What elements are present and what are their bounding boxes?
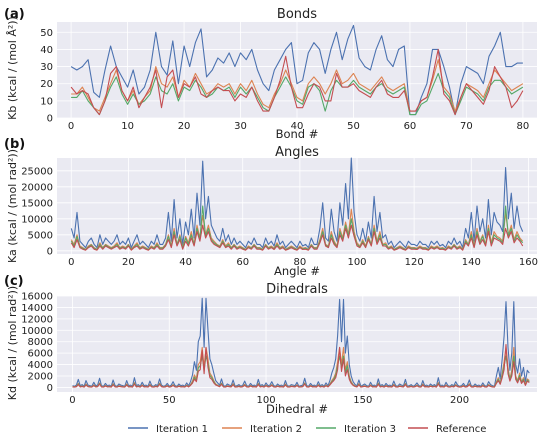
panel-angles: 0 20 40 60 80 100 120 140 160 0 5000 10000 15000 2000…	[4, 137, 538, 278]
y-tick-label: 10000	[21, 214, 53, 225]
x-tick-label: 140	[462, 257, 481, 268]
legend-label-iteration-3: Iteration 3	[344, 424, 396, 435]
x-tick-label: 10	[121, 121, 134, 132]
chart-title-angles: Angles	[275, 145, 319, 160]
x-tick-label: 0	[68, 121, 74, 132]
x-tick-label: 0	[68, 257, 74, 268]
y-tick-label: 0	[47, 383, 53, 394]
y-tick-label: 14000	[21, 303, 53, 314]
series-line-reference-angles	[70, 224, 524, 251]
x-tick-label: 80	[293, 257, 306, 268]
legend-label-iteration-2: Iteration 2	[250, 424, 302, 435]
x-tick-label: 100	[256, 395, 275, 406]
x-tick-label: 40	[179, 257, 192, 268]
chart-title-bonds: Bonds	[277, 7, 317, 22]
series-line-iteration-1-dihedrals	[72, 297, 530, 387]
x-tick-label: 40	[291, 121, 304, 132]
x-tick-label: 70	[460, 121, 473, 132]
plot-area-dihedrals	[57, 296, 537, 392]
y-tick-label: 20000	[21, 182, 53, 193]
y-axis-label-bonds: Kb (kcal / (mol Å²))	[6, 16, 19, 120]
legend-label-iteration-1: Iteration 1	[156, 424, 208, 435]
y-tick-label: 50	[40, 28, 53, 39]
panel-bonds: 0 10 20 30 40 50 60 70 80 0 10 20 30 40 50 (a) Bonds B…	[4, 7, 537, 141]
x-tick-label: 160	[519, 257, 538, 268]
y-tick-label: 30	[40, 62, 53, 73]
y-tick-label: 0	[47, 246, 53, 257]
panel-label-b: (b)	[4, 137, 25, 152]
x-tick-label: 0	[69, 395, 75, 406]
x-tick-label: 60	[404, 121, 417, 132]
series-line-iteration-3-bonds	[71, 72, 524, 116]
legend-item-reference: Reference	[408, 424, 486, 435]
x-tick-label: 100	[347, 257, 366, 268]
x-tick-label: 60	[236, 257, 249, 268]
x-tick-label: 30	[234, 121, 247, 132]
y-tick-label: 0	[47, 114, 53, 125]
y-tick-label: 5000	[28, 230, 53, 241]
panel-label-c: (c)	[4, 274, 24, 289]
x-tick-label: 50	[347, 121, 360, 132]
x-axis-label-dihedrals: Dihedral #	[266, 402, 328, 416]
series-line-iteration-2-bonds	[71, 59, 524, 112]
x-tick-label: 20	[122, 257, 135, 268]
series-line-iteration-1-angles	[70, 157, 524, 249]
legend-item-iteration-2: Iteration 2	[222, 424, 302, 435]
x-tick-label: 200	[450, 395, 469, 406]
legend-item-iteration-1: Iteration 1	[128, 424, 208, 435]
x-tick-label: 50	[163, 395, 176, 406]
x-axis-label-bonds: Bond #	[276, 127, 319, 141]
series-line-reference-bonds	[70, 48, 524, 116]
y-tick-label: 12000	[21, 314, 53, 325]
panel-dihedrals: 0 50 100 150 2000200040006000800010000120001…	[4, 274, 537, 416]
y-tick-label: 6000	[28, 349, 53, 360]
y-tick-label: 10000	[21, 326, 53, 337]
plot-area-angles	[57, 158, 537, 254]
x-tick-label: 150	[353, 395, 372, 406]
y-tick-label: 15000	[21, 198, 53, 209]
y-tick-label: 2000	[28, 372, 53, 383]
series-line-reference-dihedrals	[72, 344, 530, 388]
y-tick-label: 4000	[28, 360, 53, 371]
y-tick-label: 25000	[21, 166, 53, 177]
x-tick-label: 80	[517, 121, 530, 132]
y-tick-label: 20	[40, 79, 53, 90]
y-tick-label: 16000	[21, 292, 53, 303]
panel-label-a: (a)	[4, 7, 25, 22]
y-axis-label-dihedrals: Kd (kcal / (mol rad²))	[6, 286, 19, 400]
x-axis-label-angles: Angle #	[274, 264, 320, 278]
y-tick-label: 8000	[28, 337, 53, 348]
x-tick-label: 120	[405, 257, 424, 268]
legend-item-iteration-3: Iteration 3	[316, 424, 396, 435]
legend: Iteration 1 Iteration 2 Iteration 3 Refe…	[128, 424, 486, 435]
legend-label-reference: Reference	[436, 424, 486, 435]
y-axis-label-angles: Ka (kcal / (mol rad²))	[6, 149, 19, 263]
y-tick-label: 10	[40, 96, 53, 107]
x-tick-label: 20	[178, 121, 191, 132]
chart-title-dihedrals: Dihedrals	[266, 282, 328, 297]
series-line-iteration-1-bonds	[70, 24, 523, 116]
y-tick-label: 40	[40, 45, 53, 56]
